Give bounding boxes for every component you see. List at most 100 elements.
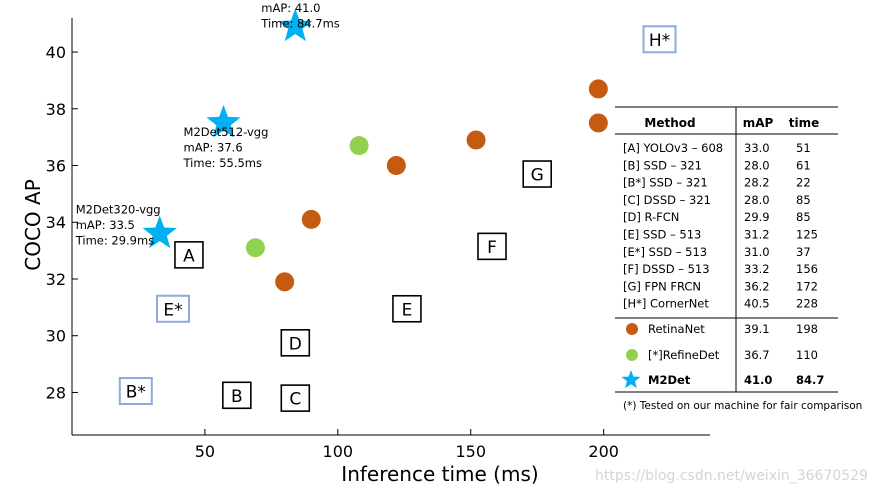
- star-annotation-line: M2Det512-vgg: [184, 125, 269, 139]
- method-box-text: B*: [126, 383, 146, 403]
- legend-row-time: 61: [796, 158, 811, 172]
- method-box-text: C: [289, 390, 301, 410]
- retinanet-point: [301, 209, 321, 229]
- star-annotation-line: Time: 84.7ms: [260, 17, 339, 31]
- method-box-text: E: [402, 300, 413, 320]
- retinanet-point: [386, 156, 406, 176]
- legend-row-map: 40.5: [744, 297, 770, 311]
- legend-marker-map: 39.1: [744, 322, 770, 336]
- legend-row-map: 36.2: [744, 279, 770, 293]
- legend-row-map: 28.0: [744, 193, 770, 207]
- star-annotation-line: mAP: 33.5: [76, 218, 135, 232]
- star-annotation-line: mAP: 41.0: [261, 1, 320, 15]
- legend-row-time: 172: [796, 279, 818, 293]
- legend-circle-icon: [626, 349, 638, 361]
- y-tick-label: 40: [46, 43, 66, 62]
- method-box-label: B*: [118, 377, 153, 406]
- star-annotation-line: Time: 55.5ms: [183, 156, 262, 170]
- axes: 50 100 150 200 28 30 32 34 36 38 40: [46, 18, 710, 461]
- method-box-label: F: [477, 232, 507, 261]
- method-box: [522, 160, 553, 188]
- legend-row-time: 37: [796, 245, 811, 259]
- legend-header-time: time: [789, 116, 820, 130]
- legend-marker-time: 110: [796, 348, 818, 362]
- legend-row-map: 28.0: [744, 158, 770, 172]
- star-annotation-line: Time: 29.9ms: [75, 234, 154, 248]
- y-tick-label: 38: [46, 100, 66, 119]
- legend-row-time: 51: [796, 141, 811, 155]
- legend-row-method: [E*] SSD – 513: [623, 245, 707, 259]
- method-box-label: E*: [156, 294, 191, 323]
- y-axis-label: COCO AP: [21, 179, 45, 271]
- legend-star-icon: [621, 370, 641, 389]
- method-box-text: E*: [163, 300, 182, 320]
- method-box: [280, 384, 311, 412]
- method-box-text: B: [231, 387, 243, 407]
- legend-circle-icon: [626, 323, 638, 335]
- method-box: [222, 381, 252, 410]
- method-box-label: D: [280, 329, 311, 357]
- y-tick-label: 30: [46, 327, 66, 346]
- x-axis-label: Inference time (ms): [341, 462, 538, 486]
- retinanet-point: [588, 113, 608, 133]
- legend-row-map: 29.9: [744, 210, 770, 224]
- method-box: [118, 377, 153, 406]
- legend-row-method: [D] R-FCN: [623, 210, 679, 224]
- method-box: [392, 294, 422, 323]
- retinanet-point: [466, 130, 486, 150]
- legend-row-map: 33.2: [744, 262, 770, 276]
- x-tick-label: 200: [588, 442, 619, 461]
- legend-row-map: 31.0: [744, 245, 770, 259]
- y-tick-label: 34: [46, 213, 66, 232]
- legend-marker-map: 41.0: [744, 373, 772, 387]
- legend-row-method: [F] DSSD – 513: [623, 262, 710, 276]
- method-box: [477, 232, 507, 261]
- y-tick-label: 28: [46, 383, 66, 402]
- method-box-label: A: [174, 241, 204, 269]
- legend-row-method: [E] SSD – 513: [623, 228, 701, 242]
- method-box-text: F: [487, 238, 497, 258]
- method-box-text: G: [531, 166, 544, 186]
- legend-row-time: 22: [796, 176, 811, 190]
- method-box-label: H*: [642, 25, 677, 54]
- legend-row-time: 156: [796, 262, 818, 276]
- legend-marker-time: 198: [796, 322, 818, 336]
- retinanet-point: [588, 79, 608, 99]
- method-box-label: B: [222, 381, 252, 410]
- watermark: https://blog.csdn.net/weixin_36670529: [595, 468, 868, 484]
- legend-row-method: [G] FPN FRCN: [623, 279, 701, 293]
- star-annotation-line: M2Det320-vgg: [76, 203, 161, 217]
- retinanet-point: [275, 272, 295, 292]
- star-annotation-line: mAP: 37.6: [184, 140, 243, 154]
- legend-row-time: 85: [796, 210, 811, 224]
- refinedet-point: [245, 238, 265, 258]
- legend-header-method: Method: [644, 116, 695, 130]
- legend-row-method: [B*] SSD – 321: [623, 176, 708, 190]
- m2det-star-point: [142, 215, 177, 249]
- method-box-text: D: [289, 334, 302, 354]
- legend-row-method: [C] DSSD – 321: [623, 193, 711, 207]
- x-tick-label: 150: [455, 442, 486, 461]
- legend-row-map: 33.0: [744, 141, 770, 155]
- method-box-label: E: [392, 294, 422, 323]
- legend-marker-map: 36.7: [744, 348, 770, 362]
- method-box-label: C: [280, 384, 311, 412]
- method-box: [642, 25, 677, 54]
- legend-row-method: [A] YOLOv3 – 608: [623, 141, 723, 155]
- y-tick-label: 32: [46, 270, 66, 289]
- x-tick-label: 50: [195, 442, 215, 461]
- legend-header-map: mAP: [743, 116, 774, 130]
- legend-marker-time: 84.7: [796, 373, 824, 387]
- legend-table: Method mAP time [A] YOLOv3 – 608 33.0 51 [B] S…: [615, 106, 862, 412]
- legend-row-method: [H*] CornerNet: [623, 297, 709, 311]
- y-tick-label: 36: [46, 157, 66, 176]
- legend-row-method: [B] SSD – 321: [623, 158, 702, 172]
- refinedet-point: [349, 136, 369, 156]
- legend-row-time: 228: [796, 297, 818, 311]
- method-box: [174, 241, 204, 269]
